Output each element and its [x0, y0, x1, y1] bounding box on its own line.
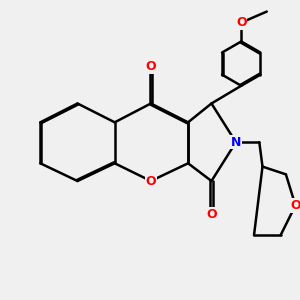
Text: O: O: [290, 199, 300, 212]
Text: O: O: [206, 208, 217, 221]
Text: N: N: [231, 136, 241, 149]
Text: O: O: [146, 175, 156, 188]
Text: O: O: [146, 60, 156, 74]
Text: O: O: [236, 16, 247, 29]
